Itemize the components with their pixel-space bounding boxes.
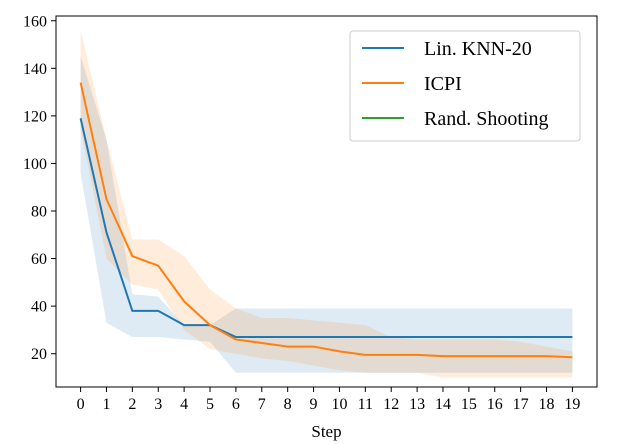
- legend-box: [349, 30, 581, 142]
- x-tick-label: 9: [310, 396, 318, 413]
- legend-label-rand-shooting: Rand. Shooting: [424, 108, 548, 130]
- line-icpi: [79, 82, 573, 359]
- x-tick-label: 17: [513, 396, 529, 413]
- x-tick-label: 6: [232, 396, 240, 413]
- band-lin-knn-20: [80, 56, 573, 373]
- y-tick-label: 140: [23, 61, 47, 78]
- y-tick-label: 80: [31, 204, 47, 221]
- y-tick-label: 160: [23, 13, 47, 30]
- plot-frame: [55, 15, 598, 388]
- x-tick-label: 14: [435, 396, 451, 413]
- x-tick-label: 13: [409, 396, 425, 413]
- y-tick-label: 120: [23, 108, 47, 125]
- y-tick-label: 20: [31, 346, 47, 363]
- x-tick-label: 12: [383, 396, 399, 413]
- x-tick-label: 3: [154, 396, 162, 413]
- x-tick-label: 7: [258, 396, 266, 413]
- x-tick-label: 5: [206, 396, 214, 413]
- x-tick-label: 16: [487, 396, 503, 413]
- x-tick-label: 11: [358, 396, 373, 413]
- x-tick-label: 15: [461, 396, 477, 413]
- legend: Lin. KNN-20 ICPI Rand. Shooting: [349, 30, 581, 142]
- y-tick-label: 60: [31, 251, 47, 268]
- x-tick-label: 0: [77, 396, 85, 413]
- x-tick-label: 18: [539, 396, 555, 413]
- band-icpi: [80, 30, 573, 378]
- series-lines: [79, 82, 573, 359]
- line-lin-knn-20: [79, 118, 573, 339]
- x-tick-label: 19: [564, 396, 580, 413]
- y-tick-label: 100: [23, 156, 47, 173]
- x-tick-label: 10: [331, 396, 347, 413]
- x-tick-label: 1: [102, 396, 110, 413]
- legend-label-lin-knn-20: Lin. KNN-20: [424, 38, 532, 60]
- confidence-bands: [80, 30, 573, 378]
- x-tick-label: 4: [180, 396, 188, 413]
- y-axis: 20 40 60 80 100 120 140 160: [23, 13, 56, 363]
- legend-label-icpi: ICPI: [424, 73, 462, 95]
- x-tick-label: 8: [284, 396, 292, 413]
- x-tick-label: 2: [128, 396, 136, 413]
- x-axis-title: Step: [311, 422, 341, 441]
- y-tick-label: 40: [31, 299, 47, 316]
- x-axis: 0 1 2 3 4 5 6 7 8 9 10 11 12 13 14 15 16 17 18 19: [77, 387, 580, 413]
